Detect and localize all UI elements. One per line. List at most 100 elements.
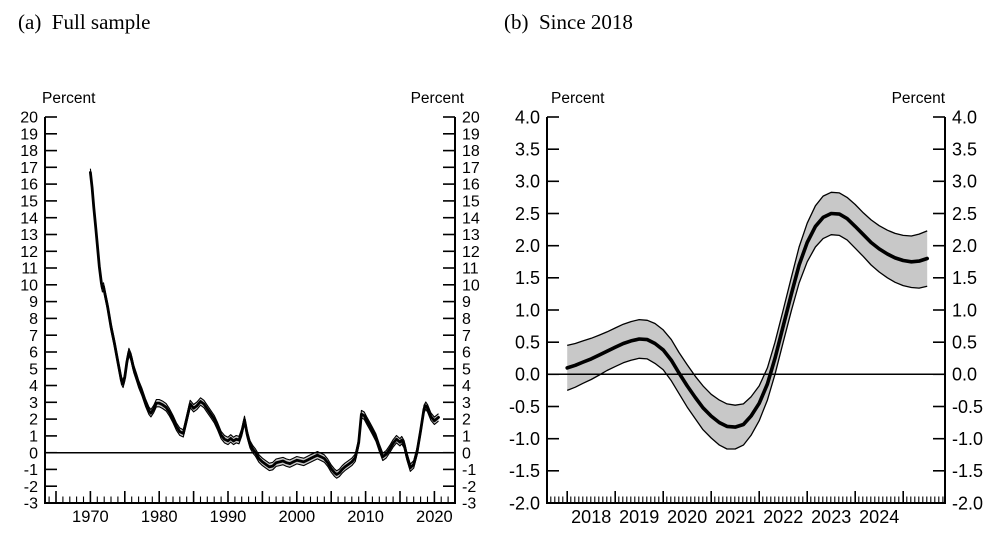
panel-b-plot: -2.0 -2.0 -1.5 -1.5 -1.0 -1.0 -0.5 -0.5 0.0 0.0 0.…: [509, 107, 983, 527]
band-lower-edge: [566, 234, 928, 450]
y-tick-label-right: 16: [462, 177, 480, 194]
y-tick-label-right: 2.5: [952, 204, 977, 224]
panel-a-title: (a) Full sample: [18, 10, 151, 34]
x-tick-label: 1990: [210, 508, 247, 526]
y-tick-label-left: 1.5: [515, 268, 540, 288]
y-tick-label-left: 19: [20, 126, 38, 143]
y-tick-label-right: 8: [462, 311, 471, 328]
y-tick-label-left: 10: [20, 277, 38, 294]
y-tick-label-left: -0.5: [509, 397, 540, 417]
y-tick-label-left: 16: [20, 177, 38, 194]
y-tick-label-left: 3.0: [515, 172, 540, 192]
estimate-line: [565, 211, 930, 429]
y-tick-label-right: -2: [462, 479, 476, 496]
y-tick-label-left: 18: [20, 143, 38, 160]
y-tick-label-right: 6: [462, 345, 471, 362]
panel-b-yaxis-label-left: Percent: [551, 90, 605, 107]
y-tick-label-right: 13: [462, 227, 480, 244]
y-tick-label-left: 3.5: [515, 140, 540, 160]
y-tick-label-right: 14: [462, 210, 480, 227]
x-tick-label: 2010: [347, 508, 384, 526]
x-tick-label: 2021: [715, 507, 755, 527]
y-tick-label-right: 18: [462, 143, 480, 160]
y-tick-label-left: 9: [29, 294, 38, 311]
x-tick-label: 2018: [571, 507, 611, 527]
y-tick-label-left: 2: [29, 412, 38, 429]
y-tick-label-right: 1.5: [952, 268, 977, 288]
y-tick-label-right: -3: [462, 496, 476, 513]
x-tick-label: 1980: [141, 508, 178, 526]
x-axis-major-ticks: [566, 491, 905, 503]
y-tick-label-left: 4: [29, 378, 38, 395]
y-tick-label-right: -2.0: [952, 493, 983, 513]
axis-frame: [44, 117, 456, 504]
x-tick-label: 2000: [278, 508, 315, 526]
x-axis-minor-ticks: [48, 496, 456, 503]
y-tick-label-left: 1: [29, 429, 38, 446]
y-tick-label-right: 12: [462, 244, 480, 261]
y-tick-label-left: 7: [29, 328, 38, 345]
x-tick-label: 2019: [619, 507, 659, 527]
y-tick-label-left: 14: [20, 210, 38, 227]
y-tick-label-right: -1.0: [952, 429, 983, 449]
axis-frame: [546, 117, 946, 504]
y-tick-label-left: -1: [24, 462, 38, 479]
y-tick-label-right: 4: [462, 378, 471, 395]
y-tick-label-left: 0.5: [515, 333, 540, 353]
x-tick-label: 2023: [811, 507, 851, 527]
y-tick-label-right: 0.5: [952, 333, 977, 353]
y-tick-label-right: -1: [462, 462, 476, 479]
y-tick-label-left: 13: [20, 227, 38, 244]
y-tick-label-left: 2.5: [515, 204, 540, 224]
x-tick-label: 2022: [763, 507, 803, 527]
y-tick-label-right: 19: [462, 126, 480, 143]
y-tick-label-right: 15: [462, 194, 480, 211]
y-tick-label-left: 15: [20, 194, 38, 211]
y-tick-label-left: 4.0: [515, 107, 540, 127]
band-lower-edge: [89, 176, 439, 479]
estimate-line: [89, 170, 440, 476]
y-tick-label-right: 9: [462, 294, 471, 311]
y-tick-label-left: 17: [20, 160, 38, 177]
y-tick-label-right: 11: [462, 261, 479, 278]
y-tick-label-right: 7: [462, 328, 471, 345]
x-tick-label: 2020: [416, 508, 453, 526]
confidence-band: [90, 168, 439, 479]
y-tick-label-right: -0.5: [952, 397, 983, 417]
y-tick-label-left: -3: [24, 496, 38, 513]
y-tick-label-right: 3.0: [952, 172, 977, 192]
x-axis-minor-ticks: [550, 496, 944, 503]
band-upper-edge: [89, 168, 439, 472]
y-tick-label-right: 0: [462, 445, 471, 462]
y-tick-label-right: 1: [462, 429, 471, 446]
band-upper-edge: [567, 191, 928, 406]
y-tick-label-left: -2: [24, 479, 38, 496]
x-axis-major-ticks: [55, 491, 436, 503]
y-tick-label-left: -1.5: [509, 461, 540, 481]
panel-a-yaxis-label-right: Percent: [410, 90, 464, 107]
y-tick-label-left: 12: [20, 244, 38, 261]
y-tick-label-left: 0: [29, 445, 38, 462]
panel-a-yaxis-label-left: Percent: [42, 90, 96, 107]
y-tick-label-left: -1.0: [509, 429, 540, 449]
y-tick-label-left: 3: [29, 395, 38, 412]
x-axis-labels: 2018 2019 2020 2021 2022 2023 2024: [571, 507, 899, 527]
y-tick-label-left: 1.0: [515, 300, 540, 320]
y-tick-label-right: 4.0: [952, 107, 977, 127]
y-tick-label-right: 1.0: [952, 300, 977, 320]
y-tick-label-left: 8: [29, 311, 38, 328]
x-tick-label: 2024: [859, 507, 899, 527]
y-tick-label-left: 5: [29, 361, 38, 378]
y-tick-label-right: 0.0: [952, 365, 977, 385]
y-tick-label-right: -1.5: [952, 461, 983, 481]
x-tick-label: 1970: [72, 508, 109, 526]
panel-b-title: (b) Since 2018: [504, 10, 633, 34]
y-tick-label-right: 20: [462, 110, 480, 127]
y-tick-label-left: 11: [21, 261, 38, 278]
y-tick-label-right: 2.0: [952, 236, 977, 256]
y-tick-label-left: 0.0: [515, 365, 540, 385]
x-axis-labels: 1970 1980 1990 2000 2010 2020: [72, 508, 453, 526]
